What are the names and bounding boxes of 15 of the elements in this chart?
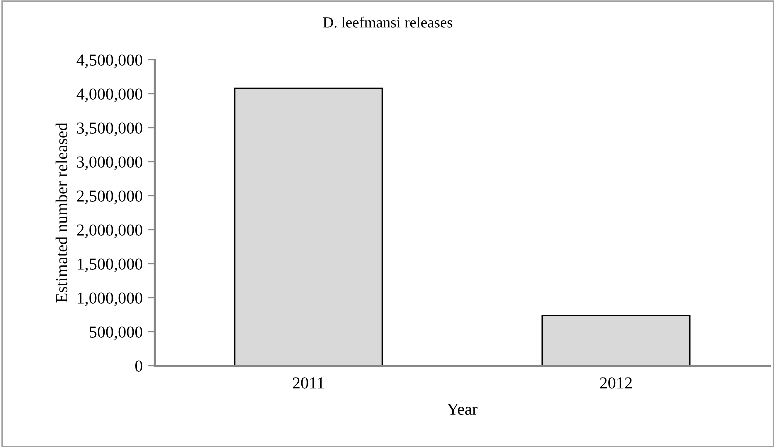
y-tick-label: 500,000 [90, 326, 143, 340]
y-tick-label: 1,500,000 [78, 258, 143, 272]
y-tick-label: 0 [135, 360, 143, 372]
x-axis-title: Year [447, 404, 478, 416]
y-tick-label: 4,000,000 [76, 88, 143, 102]
y-tick-label: 2,500,000 [77, 190, 143, 204]
y-tick-label: 3,500,000 [77, 122, 143, 136]
y-axis-title: Estimated number released [56, 122, 68, 303]
x-tick-label: 2012 [600, 378, 632, 389]
y-tick-label: 1,000,000 [78, 292, 143, 306]
y-tick-label: 2,000,000 [77, 224, 143, 238]
x-tick-label: 2011 [293, 378, 324, 389]
chart-title: D. leefmansi releases [323, 16, 453, 28]
y-tick-label: 3,000,000 [77, 156, 143, 170]
y-tick-label: 4,500,000 [76, 54, 143, 68]
